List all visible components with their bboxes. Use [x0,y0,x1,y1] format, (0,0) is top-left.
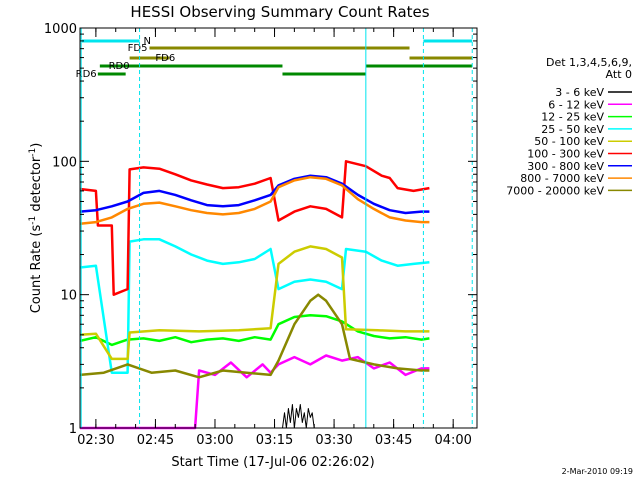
axes: 1 10 100 1000 02:30 02:45 03:00 03:15 03:30 03:45… [44,22,478,448]
legend-title: Det 1,3,4,5,6,9, [546,56,632,69]
series-line-2 [80,354,430,430]
legend-label: 100 - 300 keV [527,148,604,161]
x-tick-label: 02:30 [77,433,114,448]
y-tick-label: 100 [52,155,77,170]
x-tick-label: 03:45 [375,433,412,448]
flag-label: RD6 [76,69,97,80]
x-axis-label: Start Time (17-Jul-06 02:26:02) [171,455,374,470]
flag-label: N [144,36,151,47]
x-tick-label: 03:15 [256,433,293,448]
y-tick-label: 10 [60,289,77,304]
flag-label: RD0 [109,61,130,72]
x-tick-label: 02:45 [137,433,174,448]
legend-label: 3 - 6 keV [555,86,604,99]
chart-title: HESSI Observing Summary Count Rates [130,3,429,21]
legend-label: 6 - 12 keV [548,98,604,111]
x-tick-label: 04:00 [434,433,471,448]
plot-frame [79,27,478,429]
legend-subtitle: Att 0 [606,68,632,81]
y-tick-label: 1 [69,422,77,437]
legend-label: 50 - 100 keV [534,135,604,148]
legend-label: 7000 - 20000 keV [506,184,604,197]
legend-label: 12 - 25 keV [541,111,604,124]
series-line-3 [79,314,430,347]
orbit-markers [80,28,473,428]
series-line-6 [79,160,430,296]
flag-label: FD6 [155,53,175,64]
legend-label: 300 - 800 keV [527,160,604,173]
x-tick-label: 03:00 [196,433,233,448]
series-line-9 [79,293,430,379]
y-axis-label: Count Rate (s-1 detector-1) [28,143,44,314]
series-line-5 [79,245,430,361]
footer-timestamp: 2-Mar-2010 09:19 [562,467,633,476]
series-line-7 [79,174,430,215]
legend-label: 800 - 7000 keV [520,172,604,185]
y-tick-label: 1000 [44,22,77,37]
flag-label: FD5 [128,43,148,54]
legend-label: 25 - 50 keV [541,123,604,136]
series-line-8 [79,175,430,226]
x-tick-label: 03:30 [315,433,352,448]
